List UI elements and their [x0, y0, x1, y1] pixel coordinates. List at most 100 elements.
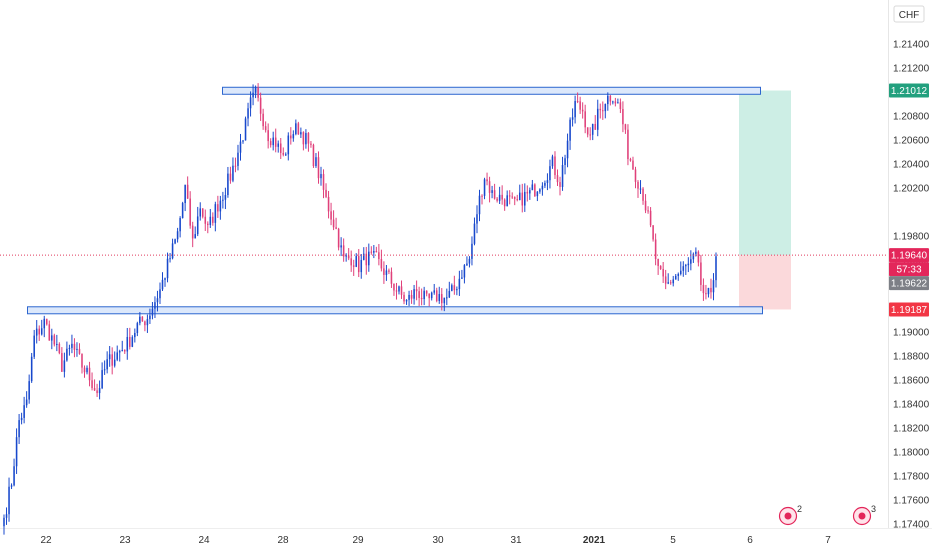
- candle-body: [508, 195, 511, 197]
- target-price-tag-text: 1.21012: [891, 86, 928, 97]
- candle: [443, 297, 446, 312]
- candle: [201, 208, 204, 219]
- candle-body: [194, 234, 196, 239]
- time-axis[interactable]: 22 23 24 28 29 30 31 2021 5 6 7: [40, 535, 831, 546]
- candle: [217, 195, 219, 218]
- candle-body: [669, 282, 672, 284]
- candle-body: [690, 259, 692, 264]
- candle: [191, 221, 194, 248]
- candle-body: [428, 293, 430, 299]
- candle-body: [28, 381, 30, 400]
- candle-body: [264, 126, 267, 131]
- candle-body: [335, 227, 337, 229]
- candle: [403, 291, 405, 305]
- candle: [123, 349, 126, 354]
- candle: [108, 346, 111, 367]
- candle: [322, 169, 325, 199]
- candle-body: [282, 152, 285, 155]
- candle-body: [632, 160, 634, 170]
- candle: [244, 116, 247, 141]
- candle-body: [622, 109, 624, 125]
- candle: [526, 185, 529, 202]
- candle-body: [191, 225, 194, 239]
- target-zone[interactable]: [739, 90, 791, 256]
- candle: [141, 316, 144, 322]
- event-badge-dot: [858, 512, 866, 520]
- candle-body: [609, 95, 612, 102]
- candle-body: [617, 102, 619, 104]
- candle: [370, 246, 373, 255]
- x-tick-label: 31: [510, 535, 522, 546]
- candle-body: [295, 123, 297, 135]
- candle-body: [627, 129, 629, 160]
- stop-price-tag-text: 1.19187: [891, 305, 928, 316]
- stop-zone[interactable]: [739, 255, 791, 310]
- event-badge[interactable]: 2: [778, 504, 803, 526]
- candle-body: [654, 239, 657, 259]
- candle: [561, 156, 564, 191]
- candle-body: [425, 290, 428, 294]
- candle-body: [257, 87, 259, 98]
- candle: [473, 217, 476, 246]
- candle: [357, 249, 360, 278]
- candle: [247, 102, 249, 127]
- candle: [194, 226, 196, 239]
- candle-body: [596, 108, 599, 130]
- candle-body: [614, 101, 617, 104]
- candle: [539, 188, 541, 194]
- candle: [569, 117, 571, 150]
- candle-body: [705, 293, 707, 295]
- candle: [632, 156, 634, 170]
- candle-body: [149, 315, 151, 320]
- candle-body: [103, 369, 106, 371]
- candle: [116, 345, 118, 362]
- reference-price-tag: 1.19622: [889, 276, 929, 291]
- candle-body: [164, 278, 166, 280]
- candle: [35, 320, 38, 344]
- y-tick-label: 1.17800: [893, 471, 930, 482]
- candle-body: [8, 486, 10, 515]
- candle-body: [322, 174, 325, 190]
- candle-body: [692, 253, 695, 260]
- candle: [503, 198, 506, 211]
- candle-body: [607, 95, 609, 105]
- candle-body: [549, 166, 551, 181]
- resistance-box[interactable]: [222, 86, 761, 95]
- candle-body: [247, 108, 249, 119]
- candle: [312, 143, 315, 168]
- candle-body: [345, 255, 347, 257]
- candle: [144, 320, 146, 332]
- candle-body: [78, 348, 81, 354]
- candle-series: [3, 83, 717, 535]
- candle: [705, 284, 707, 300]
- candle: [179, 216, 181, 238]
- candle-body: [327, 196, 330, 212]
- candle-body: [529, 190, 531, 194]
- event-badge[interactable]: 3: [852, 504, 877, 526]
- candle-body: [639, 188, 642, 190]
- candle-body: [234, 165, 237, 167]
- candle-body: [435, 290, 438, 301]
- candle-body: [139, 316, 141, 324]
- candle: [239, 133, 242, 161]
- candle: [232, 157, 234, 183]
- candle-body: [325, 189, 327, 197]
- support-box[interactable]: [27, 306, 763, 315]
- candle: [38, 325, 41, 341]
- candle: [360, 254, 363, 279]
- y-tick-label: 1.17400: [893, 519, 930, 530]
- candle-body: [420, 297, 423, 300]
- candle: [586, 127, 589, 138]
- candle: [390, 267, 393, 288]
- candle: [164, 277, 166, 287]
- y-tick-label: 1.19000: [893, 327, 930, 338]
- candle-body: [320, 174, 322, 179]
- candle-body: [395, 290, 398, 292]
- candle-body: [86, 367, 88, 373]
- candle: [40, 319, 43, 336]
- candle-body: [674, 275, 677, 280]
- candle-body: [352, 265, 355, 267]
